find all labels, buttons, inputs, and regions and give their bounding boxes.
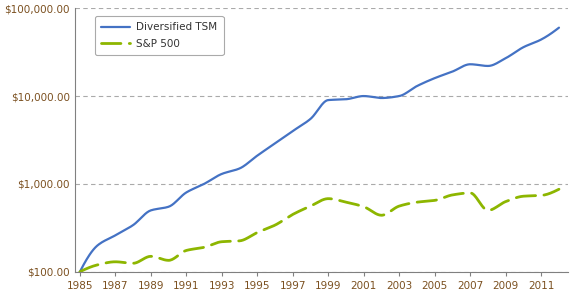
Diversified TSM: [362, 94, 368, 98]
S&P 500: [544, 192, 551, 196]
S&P 500: [304, 206, 311, 209]
S&P 500: [555, 187, 562, 191]
S&P 500: [307, 204, 313, 208]
Legend: Diversified TSM, S&P 500: Diversified TSM, S&P 500: [94, 16, 224, 55]
Line: S&P 500: S&P 500: [80, 189, 559, 272]
S&P 500: [362, 205, 368, 209]
S&P 500: [77, 270, 84, 273]
Diversified TSM: [304, 119, 311, 123]
Diversified TSM: [469, 63, 476, 66]
Line: Diversified TSM: Diversified TSM: [80, 28, 559, 272]
S&P 500: [469, 192, 476, 196]
Diversified TSM: [307, 117, 313, 121]
Diversified TSM: [544, 34, 551, 38]
S&P 500: [336, 199, 343, 202]
Diversified TSM: [555, 26, 562, 30]
Diversified TSM: [77, 270, 84, 273]
Diversified TSM: [336, 98, 343, 101]
